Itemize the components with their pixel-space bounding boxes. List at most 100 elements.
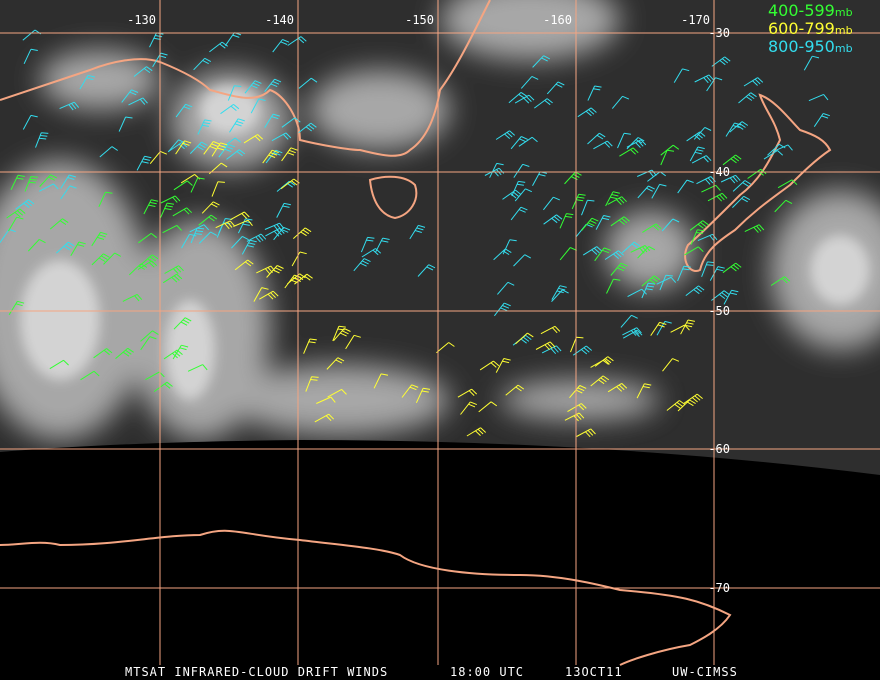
- wind-barb: [520, 75, 539, 89]
- wind-barb: [59, 101, 80, 111]
- wind-barb: [611, 95, 630, 109]
- wind-barb: [276, 202, 291, 218]
- legend-range: 600-799: [768, 19, 835, 38]
- wind-barb: [221, 137, 241, 149]
- wind-barb: [656, 276, 677, 285]
- graticule: -130 -140 -150 -160 -170-30 -40 -50 -60 -70: [0, 0, 880, 665]
- wind-barb: [327, 388, 347, 398]
- wind-barb: [680, 319, 695, 335]
- wind-barb: [93, 348, 113, 359]
- wind-barb: [287, 36, 307, 46]
- wind-barb: [622, 327, 642, 336]
- tasmania-coast: [368, 175, 418, 220]
- wind-barb: [466, 427, 487, 437]
- wind-barb: [650, 321, 667, 336]
- wind-barb: [569, 385, 587, 399]
- wind-barb: [595, 215, 611, 230]
- wind-barb: [604, 250, 625, 260]
- wind-barb: [35, 132, 49, 148]
- wind-barb: [581, 199, 595, 216]
- wind-barb: [140, 336, 157, 351]
- wind-barb: [535, 341, 556, 351]
- wind-barb: [732, 195, 751, 208]
- wind-barb: [607, 382, 628, 393]
- wind-barb: [22, 114, 38, 130]
- wind-barb: [273, 226, 291, 241]
- wind-barb: [696, 176, 716, 185]
- wind-barb: [138, 232, 158, 244]
- wind-barb: [162, 273, 183, 284]
- longitude-label: -160: [543, 13, 572, 27]
- wind-barb: [250, 98, 266, 114]
- wind-barb: [80, 370, 100, 381]
- legend-range: 400-599: [768, 1, 835, 20]
- wind-barb: [515, 332, 534, 345]
- wind-barb: [691, 155, 712, 164]
- wind-barb: [495, 358, 511, 373]
- wind-barb: [690, 229, 705, 245]
- wind-barb: [215, 220, 236, 230]
- wind-barb: [514, 94, 535, 104]
- wind-barb: [494, 302, 511, 317]
- wind-barb: [610, 262, 628, 276]
- wind-barb: [271, 132, 292, 142]
- wind-barb: [198, 231, 217, 244]
- wind-barb: [707, 192, 728, 202]
- wind-barb: [732, 180, 752, 192]
- wind-barb: [415, 387, 431, 404]
- wind-barb: [489, 162, 504, 178]
- wind-barb: [218, 143, 235, 158]
- wind-barb: [572, 345, 593, 356]
- wind-barb: [659, 274, 673, 291]
- longitude-label: -170: [681, 13, 710, 27]
- wind-barb: [660, 149, 675, 166]
- wind-barb: [666, 400, 686, 411]
- wind-barb: [505, 384, 525, 396]
- wind-barb: [587, 132, 606, 145]
- wind-barb: [233, 219, 253, 227]
- longitude-label: -140: [265, 13, 294, 27]
- wind-barb: [360, 236, 375, 253]
- wind-barb: [409, 224, 426, 240]
- wind-barb: [164, 265, 184, 274]
- wind-barb: [689, 146, 705, 162]
- legend-unit: mb: [835, 42, 853, 55]
- wind-barb: [140, 330, 159, 342]
- footer-text: MTSAT INFRARED-CLOUD DRIFT WINDS: [125, 665, 388, 679]
- wind-barb: [173, 317, 192, 330]
- wind-barb: [314, 413, 335, 423]
- wind-barb: [281, 147, 298, 162]
- wind-barb: [305, 376, 319, 392]
- wind-barb: [540, 325, 561, 335]
- wind-barb: [353, 258, 371, 272]
- wind-barb: [143, 199, 159, 215]
- wind-barb: [128, 263, 148, 276]
- wind-barb: [518, 136, 538, 147]
- legend-entry: 800-950mb: [768, 37, 853, 56]
- wind-barb: [677, 265, 691, 282]
- latitude-label: -70: [708, 581, 730, 595]
- wind-barb: [683, 393, 703, 404]
- wind-barb: [662, 358, 680, 372]
- wind-barb: [38, 183, 59, 192]
- wind-barb: [91, 253, 110, 266]
- wind-barb: [813, 113, 830, 127]
- wind-barb: [256, 265, 276, 275]
- wind-barb: [594, 247, 611, 262]
- wind-barb: [203, 141, 220, 155]
- wind-barb: [292, 227, 312, 239]
- wind-barb: [722, 154, 742, 166]
- wind-barb: [231, 235, 249, 249]
- wind-barb: [773, 144, 793, 152]
- wind-barb: [103, 252, 122, 265]
- wind-barb: [272, 39, 290, 53]
- wind-barb: [259, 290, 279, 300]
- wind-barb: [711, 290, 730, 301]
- wind-barb: [373, 373, 389, 389]
- wind-barb: [253, 287, 269, 302]
- wind-barb: [593, 140, 613, 150]
- wind-barb: [160, 195, 181, 204]
- wind-barb: [49, 218, 69, 230]
